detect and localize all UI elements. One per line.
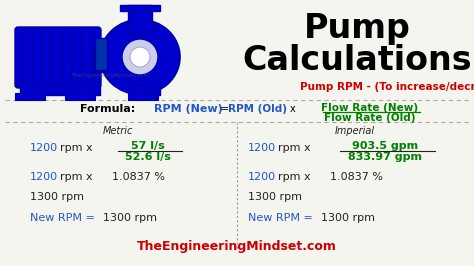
FancyBboxPatch shape [15,27,101,88]
Text: TheEngineeringMindset.com: TheEngineeringMindset.com [137,240,337,253]
Text: 1300 rpm: 1300 rpm [30,192,84,202]
Text: rpm x: rpm x [278,172,310,182]
Text: Pump: Pump [303,12,410,45]
FancyBboxPatch shape [20,85,100,95]
Text: Metric: Metric [103,126,133,136]
Text: RPM (Old): RPM (Old) [228,104,288,114]
FancyBboxPatch shape [95,38,107,70]
FancyBboxPatch shape [130,85,160,95]
Ellipse shape [100,19,180,94]
Text: 57 l/s: 57 l/s [131,141,165,151]
Text: rpm x: rpm x [60,172,92,182]
Text: Calculations: Calculations [242,44,472,77]
Text: Flow Rate (New): Flow Rate (New) [321,103,419,113]
Text: 833.97 gpm: 833.97 gpm [348,152,422,162]
FancyBboxPatch shape [120,5,160,11]
Text: rpm x: rpm x [60,143,92,153]
Text: rpm x: rpm x [278,143,310,153]
Text: 1200: 1200 [30,143,58,153]
Text: RPM (New): RPM (New) [154,104,222,114]
Circle shape [122,39,158,75]
Text: 903.5 gpm: 903.5 gpm [352,141,418,151]
Text: Formula:: Formula: [81,104,136,114]
FancyBboxPatch shape [65,93,95,100]
Text: Imperial: Imperial [335,126,375,136]
Text: =: = [220,104,230,114]
Text: 1200: 1200 [30,172,58,182]
Text: Flow Rate (Old): Flow Rate (Old) [324,113,416,123]
FancyBboxPatch shape [94,44,102,72]
Circle shape [130,47,150,67]
Text: 1300 rpm: 1300 rpm [103,213,157,223]
Text: 52.6 l/s: 52.6 l/s [125,152,171,162]
Text: 1.0837 %: 1.0837 % [330,172,383,182]
FancyBboxPatch shape [0,0,230,130]
Text: x: x [290,104,296,114]
Text: 1200: 1200 [248,143,276,153]
Text: 1300 rpm: 1300 rpm [321,213,375,223]
FancyBboxPatch shape [128,93,158,100]
Text: 1200: 1200 [248,172,276,182]
Text: New RPM =: New RPM = [30,213,99,223]
FancyBboxPatch shape [15,93,45,100]
Text: TheEngineeringMindset.com: TheEngineeringMindset.com [71,73,149,77]
Text: 1300 rpm: 1300 rpm [248,192,302,202]
Text: New RPM =: New RPM = [248,213,316,223]
Text: Pump RPM - (To increase/decrease flow rate): Pump RPM - (To increase/decrease flow ra… [300,82,474,92]
FancyBboxPatch shape [128,5,152,33]
Text: 1.0837 %: 1.0837 % [112,172,165,182]
FancyBboxPatch shape [98,48,126,68]
